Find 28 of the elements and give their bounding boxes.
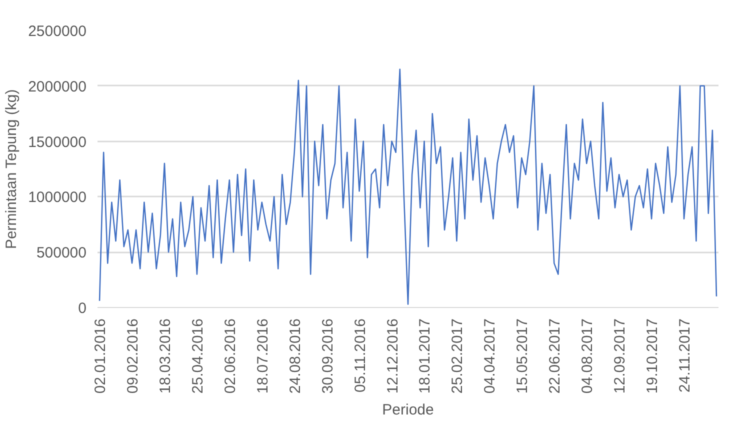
y-axis-title: Permintaan Tepung (kg) — [3, 89, 20, 250]
x-tick-label: 19.10.2017 — [644, 318, 662, 394]
x-tick-label: 25.02.2017 — [449, 318, 466, 394]
x-tick-label: 12.09.2017 — [612, 318, 629, 394]
x-tick-label: 18.07.2016 — [254, 318, 272, 394]
x-tick-label: 09.02.2016 — [124, 318, 142, 394]
x-axis-title: Periode — [382, 402, 434, 419]
x-tick-label: 30.09.2016 — [319, 318, 336, 394]
line-series — [98, 68, 718, 305]
y-tick-label: 2500000 — [28, 23, 87, 40]
x-tick-label: 02.06.2016 — [222, 318, 239, 394]
x-tick-label: 02.01.2016 — [92, 318, 110, 394]
x-tick-label: 05.11.2016 — [352, 318, 369, 392]
x-tick-label: 18.03.2016 — [156, 318, 174, 394]
x-tick-label: 12.12.2016 — [384, 318, 402, 394]
y-tick-label: 500000 — [36, 244, 87, 262]
x-tick-label: 22.06.2017 — [546, 318, 564, 394]
y-tick-label: 2000000 — [28, 78, 87, 96]
y-tick-label: 1000000 — [28, 189, 87, 206]
x-tick-label: 18.01.2017 — [416, 318, 434, 394]
y-tick-label: 1500000 — [28, 134, 87, 151]
x-tick-label: 15.05.2017 — [514, 318, 532, 394]
x-tick-label: 04.08.2017 — [579, 318, 596, 394]
x-tick-label: 04.04.2017 — [482, 318, 499, 394]
x-tick-label: 24.11.2017 — [676, 318, 694, 392]
y-tick-label: 0 — [78, 300, 86, 317]
x-tick-label: 25.04.2016 — [189, 318, 206, 394]
x-tick-label: 24.08.2016 — [286, 318, 304, 394]
